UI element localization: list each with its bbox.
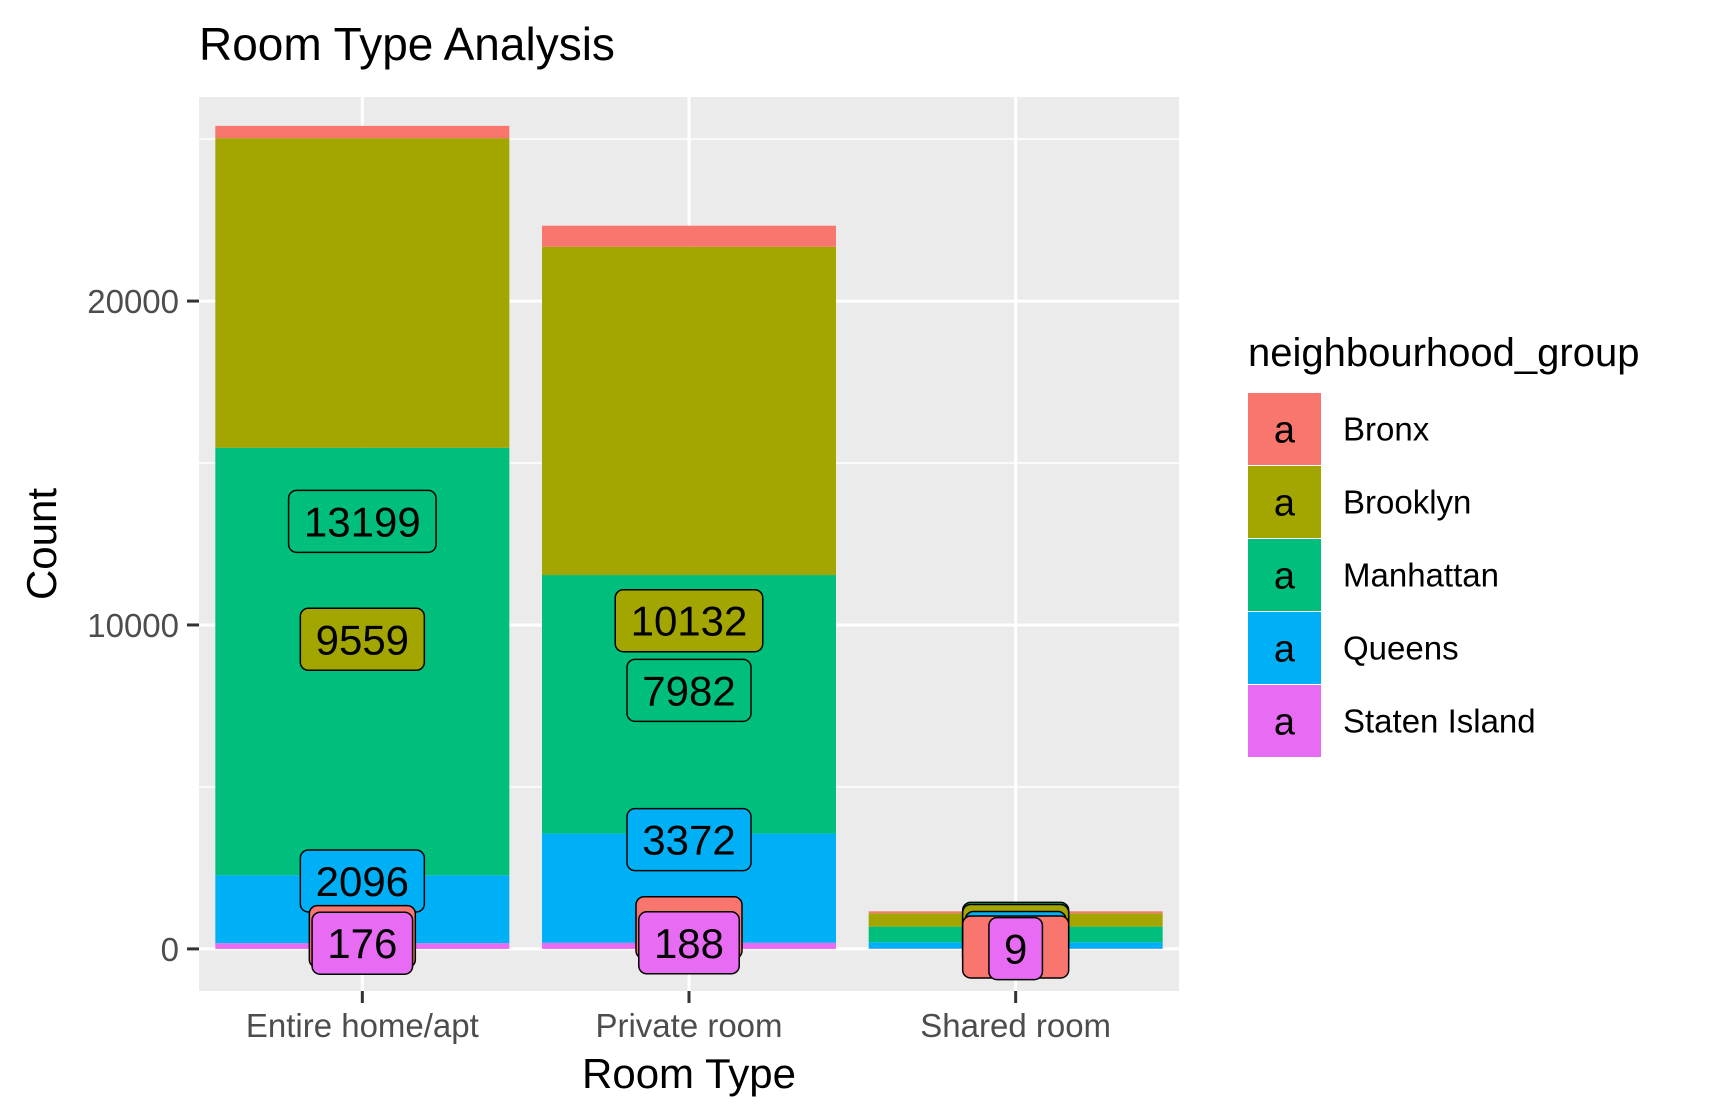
data-label-brooklyn-entire-home-apt: 9559 [299, 607, 426, 672]
bar-bronx-private-room [542, 225, 836, 247]
data-label-staten-island-shared-room: 9 [988, 916, 1044, 981]
data-label-text: 7982 [642, 667, 735, 714]
legend-title: neighbourhood_group [1248, 331, 1639, 375]
y-tick-label: 0 [161, 931, 179, 968]
y-tick-label: 20000 [87, 283, 179, 320]
legend-key-glyph: a [1274, 483, 1296, 525]
data-label-manhattan-entire-home-apt: 13199 [287, 489, 437, 554]
legend-key [1248, 539, 1321, 611]
legend-key [1248, 612, 1321, 684]
x-axis: Entire home/apt Private room Shared room [246, 991, 1111, 1044]
legend-label: Brooklyn [1343, 484, 1471, 521]
bar-bronx-entire-home-apt [215, 125, 510, 139]
legend-item-brooklyn: a Brooklyn [1248, 466, 1471, 538]
legend-key [1248, 393, 1321, 465]
data-label-staten-island-private-room: 188 [638, 911, 740, 975]
legend-label: Queens [1343, 630, 1459, 667]
legend-key [1248, 685, 1321, 757]
legend-item-bronx: a Bronx [1248, 393, 1430, 465]
y-tick-label: 10000 [87, 607, 179, 644]
data-label-box [626, 807, 752, 872]
legend-key-glyph: a [1274, 556, 1296, 598]
data-label-box [988, 916, 1044, 981]
legend-item-queens: a Queens [1248, 612, 1459, 684]
bar-brooklyn-private-room [542, 246, 836, 576]
data-label-box [287, 489, 437, 554]
data-label-box [311, 911, 414, 975]
x-axis-title: Room Type [582, 1050, 796, 1097]
data-label-box [614, 588, 764, 653]
data-label-text: 13199 [304, 498, 421, 545]
y-axis: 0 10000 20000 [87, 283, 199, 968]
data-label-manhattan-private-room: 7982 [626, 658, 752, 723]
legend-key-glyph: a [1274, 702, 1296, 744]
data-label-text: 9 [1004, 926, 1027, 973]
data-labels: 131999559209617610132798233721881989 [287, 489, 1070, 981]
legend: neighbourhood_group a Bronx a Brooklyn a Manh… [1248, 331, 1639, 757]
data-label-staten-island-entire-home-apt: 176 [311, 911, 414, 975]
data-label-box [638, 911, 740, 975]
data-label-text: 2096 [316, 858, 409, 905]
data-label-text: 176 [327, 920, 397, 967]
data-label-text: 10132 [631, 598, 748, 645]
legend-key-glyph: a [1274, 629, 1296, 671]
legend-item-manhattan: a Manhattan [1248, 539, 1499, 611]
x-tick-label: Entire home/apt [246, 1007, 479, 1044]
legend-key-glyph: a [1274, 410, 1296, 452]
chart-title: Room Type Analysis [199, 18, 615, 70]
y-axis-title: Count [18, 488, 65, 600]
data-label-text: 3372 [642, 817, 735, 864]
legend-label: Bronx [1343, 411, 1430, 448]
bar-brooklyn-entire-home-apt [215, 138, 510, 448]
x-tick-label: Private room [595, 1007, 782, 1044]
data-label-brooklyn-private-room: 10132 [614, 588, 764, 653]
legend-item-staten-island: a Staten Island [1248, 685, 1536, 757]
data-label-box [626, 658, 752, 723]
data-label-queens-private-room: 3372 [626, 807, 752, 872]
data-label-box [299, 607, 426, 672]
data-label-text: 9559 [316, 616, 409, 663]
legend-label: Manhattan [1343, 557, 1499, 594]
legend-label: Staten Island [1343, 703, 1536, 740]
legend-key [1248, 466, 1321, 538]
data-label-queens-entire-home-apt: 2096 [299, 849, 426, 913]
x-tick-label: Shared room [920, 1007, 1111, 1044]
data-label-text: 188 [654, 920, 724, 967]
